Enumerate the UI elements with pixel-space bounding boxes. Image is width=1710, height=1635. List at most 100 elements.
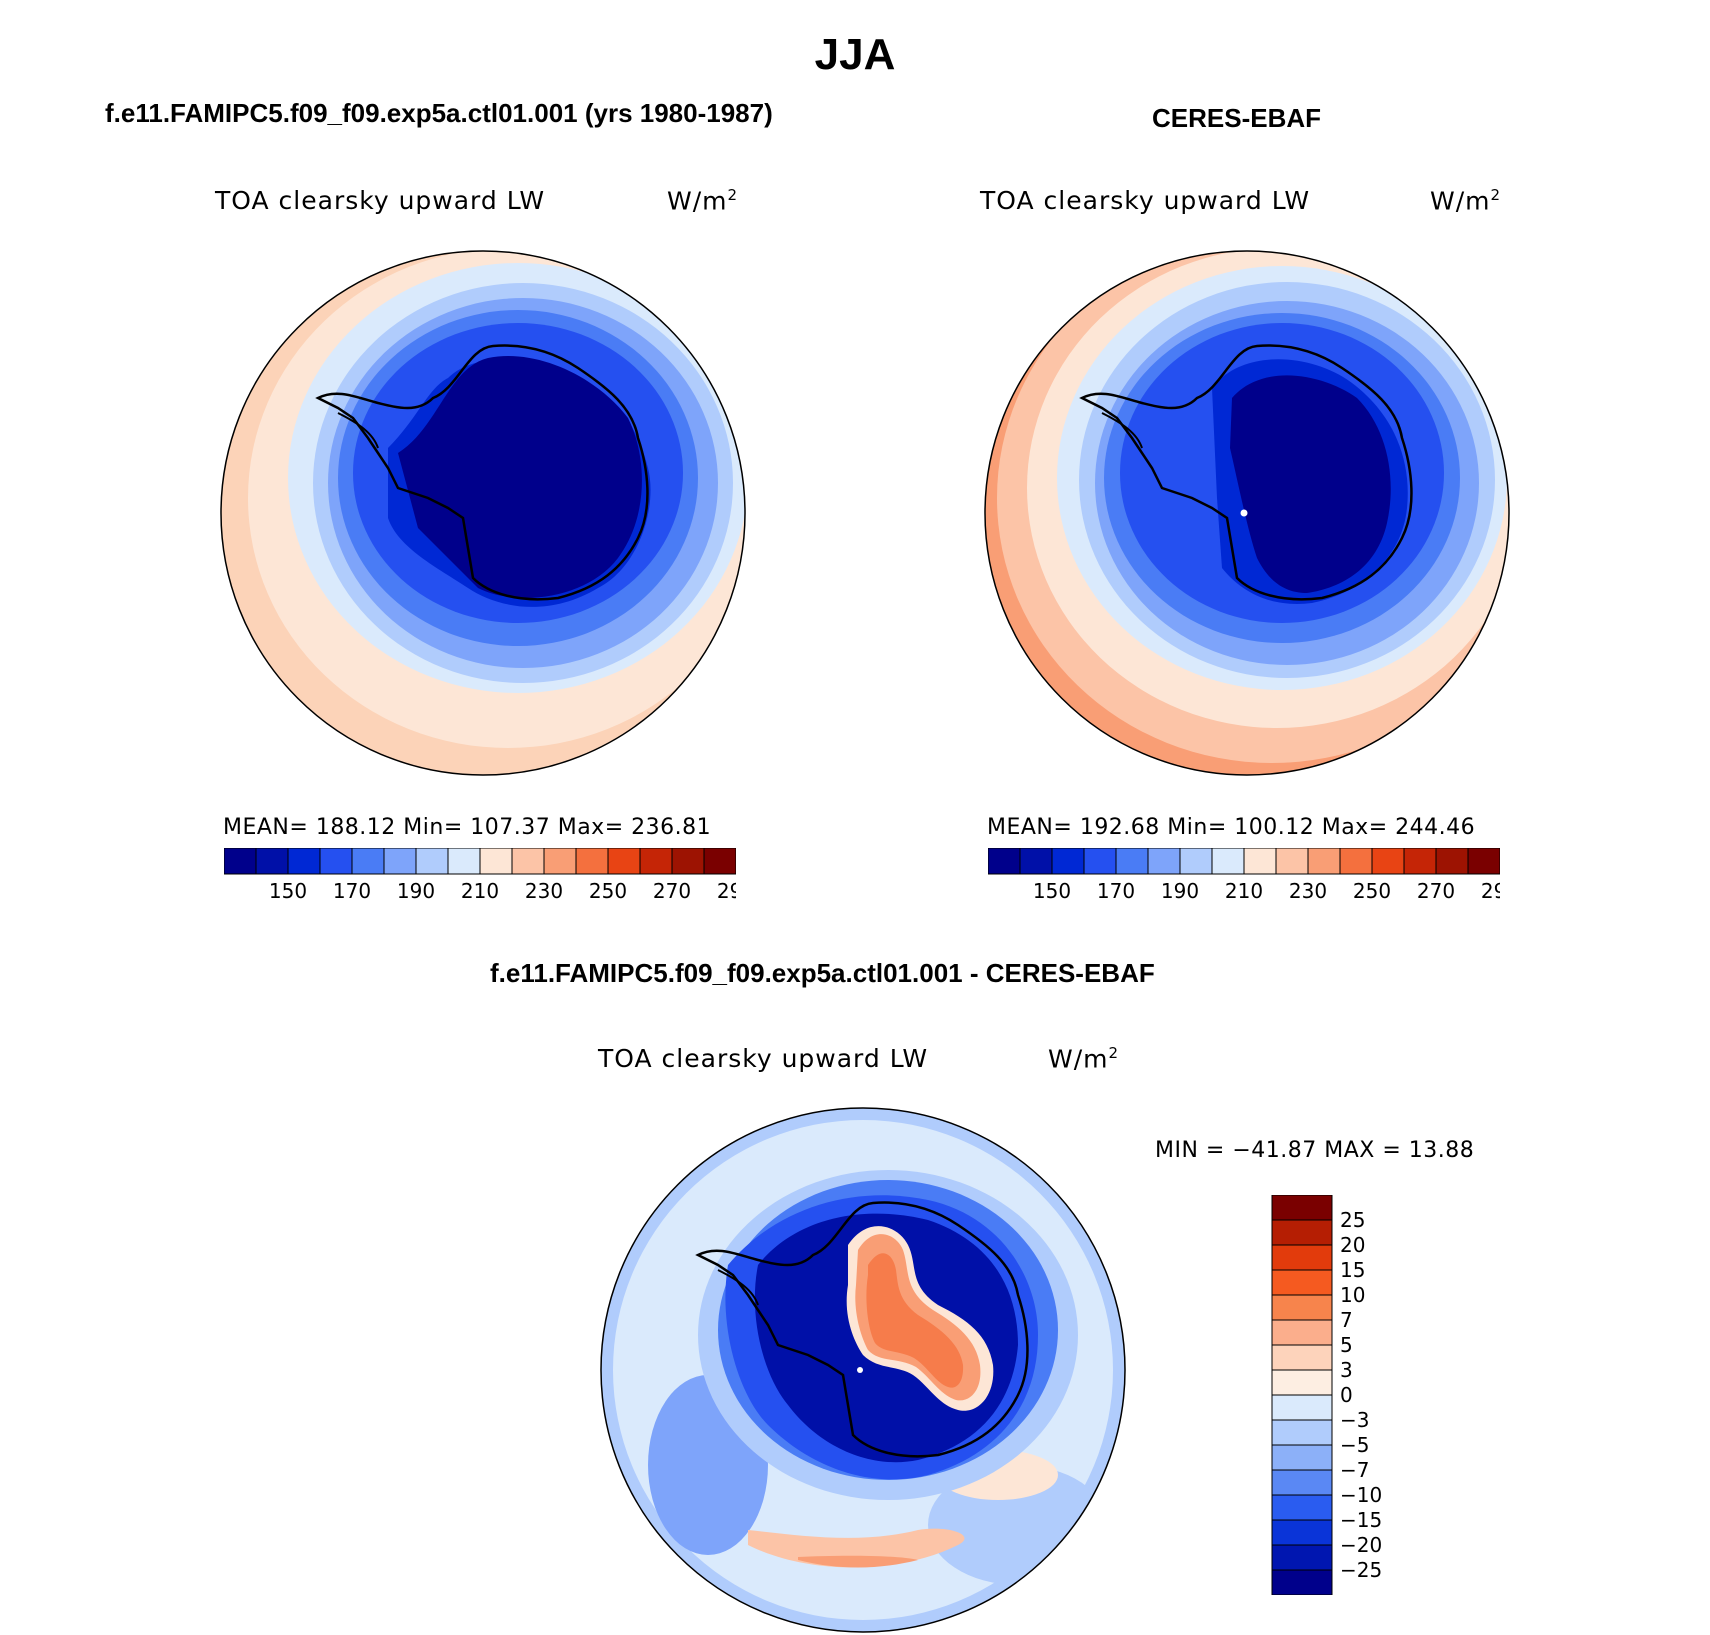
diff-colorbar-tick-label: −5 xyxy=(1340,1433,1369,1457)
diff-colorbar-tick-label: 25 xyxy=(1340,1208,1365,1232)
panel1-colorbar-swatch xyxy=(319,848,353,875)
panel2-colorbar-swatch xyxy=(1371,848,1405,875)
panel2-colorbar-tick-label: 250 xyxy=(1353,879,1391,903)
diff-colorbar-swatch xyxy=(1271,1244,1333,1271)
diff-colorbar-swatch xyxy=(1271,1494,1333,1521)
diff-variable: TOA clearsky upward LW xyxy=(598,1044,929,1073)
panel1-colorbar-swatch xyxy=(511,848,545,875)
panel2-case-title: CERES-EBAF xyxy=(1152,103,1322,133)
panel1-colorbar-swatch xyxy=(479,848,513,875)
diff-coastline xyxy=(695,1201,1029,1458)
diff-colorbar-tick-label: 5 xyxy=(1340,1333,1353,1357)
panel1-colorbar-swatch xyxy=(255,848,289,875)
panel1-stats: MEAN= 188.12 Min= 107.37 Max= 236.81 xyxy=(223,815,712,840)
panel1-colorbar: 150 170 190 210 230 250 270 290 xyxy=(224,848,736,903)
panel1-colorbar-tick-label: 290 xyxy=(717,879,736,903)
panel2-colorbar-tick-label: 270 xyxy=(1417,879,1455,903)
diff-colorbar-swatch xyxy=(1271,1219,1333,1246)
diff-colorbar-swatch xyxy=(1271,1195,1333,1221)
panel1-colorbar-tick-label: 210 xyxy=(461,879,499,903)
diff-colorbar-tick-label: −3 xyxy=(1340,1408,1369,1432)
diff-colorbar-swatch xyxy=(1271,1269,1333,1296)
panel2-colorbar-swatch xyxy=(1435,848,1469,875)
diff-colorbar-swatch xyxy=(1271,1344,1333,1371)
panel1-colorbar-swatch xyxy=(224,848,257,875)
panel1-colorbar-swatch xyxy=(639,848,673,875)
panel2-colorbar-swatch xyxy=(1115,848,1149,875)
diff-colorbar-swatch xyxy=(1271,1419,1333,1446)
panel1-colorbar-swatch xyxy=(351,848,385,875)
panel2-map xyxy=(984,250,1510,776)
diff-colorbar-tick-label: −15 xyxy=(1340,1508,1382,1532)
diff-colorbar-swatch xyxy=(1271,1469,1333,1496)
diff-stats: MIN = −41.87 MAX = 13.88 xyxy=(1155,1138,1475,1163)
panel2-colorbar-swatch xyxy=(1275,848,1309,875)
diff-colorbar-swatch xyxy=(1271,1519,1333,1546)
diff-colorbar-tick-label: −20 xyxy=(1340,1533,1382,1557)
panel2-colorbar-tick-label: 190 xyxy=(1161,879,1199,903)
panel2-colorbar-swatch xyxy=(1083,848,1117,875)
panel2-colorbar-swatch xyxy=(1147,848,1181,875)
panel1-colorbar-tick-label: 150 xyxy=(269,879,307,903)
panel1-colorbar-swatch xyxy=(447,848,481,875)
panel2-colorbar-tick-label: 230 xyxy=(1289,879,1327,903)
diff-colorbar-swatch xyxy=(1271,1394,1333,1421)
panel2-colorbar-swatch xyxy=(1051,848,1085,875)
panel1-colorbar-swatch xyxy=(575,848,609,875)
panel1-colorbar-swatch xyxy=(607,848,641,875)
panel2-colorbar-tick-label: 150 xyxy=(1033,879,1071,903)
diff-colorbar-tick-label: −10 xyxy=(1340,1483,1382,1507)
panel1-colorbar-tick-label: 230 xyxy=(525,879,563,903)
panel2-colorbar-swatch xyxy=(1019,848,1053,875)
panel1-colorbar-swatch xyxy=(287,848,321,875)
diff-colorbar-swatch xyxy=(1271,1319,1333,1346)
diff-colorbar-tick-label: −7 xyxy=(1340,1458,1369,1482)
panel2-coastline xyxy=(1079,344,1413,601)
panel2-variable: TOA clearsky upward LW xyxy=(980,186,1311,215)
panel2-stats: MEAN= 192.68 Min= 100.12 Max= 244.46 xyxy=(987,815,1476,840)
diff-units: W/m2 xyxy=(1048,1044,1120,1074)
panel1-units: W/m2 xyxy=(667,186,739,216)
diff-case-title: f.e11.FAMIPC5.f09_f09.exp5a.ctl01.001 - … xyxy=(490,958,1155,988)
panel1-colorbar-swatch xyxy=(383,848,417,875)
diff-colorbar-tick-label: 7 xyxy=(1340,1308,1353,1332)
panel2-colorbar: 150 170 190 210 230 250 270 290 xyxy=(988,848,1500,903)
panel1-coastline xyxy=(315,344,649,601)
diff-colorbar-tick-label: 0 xyxy=(1340,1383,1353,1407)
diff-colorbar-tick-label: 10 xyxy=(1340,1283,1365,1307)
panel1-variable: TOA clearsky upward LW xyxy=(215,186,546,215)
diff-colorbar-swatch xyxy=(1271,1544,1333,1571)
panel2-colorbar-tick-label: 290 xyxy=(1481,879,1500,903)
panel2-colorbar-tick-label: 170 xyxy=(1097,879,1135,903)
panel1-colorbar-swatch xyxy=(415,848,449,875)
panel2-colorbar-swatch xyxy=(1403,848,1437,875)
panel1-colorbar-tick-label: 170 xyxy=(333,879,371,903)
diff-colorbar-swatch xyxy=(1271,1569,1333,1595)
diff-colorbar-tick-label: 15 xyxy=(1340,1258,1365,1282)
diff-colorbar-swatch xyxy=(1271,1294,1333,1321)
panel1-colorbar-tick-label: 270 xyxy=(653,879,691,903)
panel1-colorbar-swatch xyxy=(703,848,736,875)
diff-colorbar-tick-label: 20 xyxy=(1340,1233,1365,1257)
diff-colorbar-tick-label: −25 xyxy=(1340,1558,1382,1582)
panel2-colorbar-swatch xyxy=(1211,848,1245,875)
diff-map xyxy=(600,1107,1126,1633)
diff-colorbar-swatch xyxy=(1271,1369,1333,1396)
panel2-colorbar-swatch xyxy=(1307,848,1341,875)
panel2-colorbar-tick-label: 210 xyxy=(1225,879,1263,903)
panel1-case-title: f.e11.FAMIPC5.f09_f09.exp5a.ctl01.001 (y… xyxy=(105,98,773,128)
panel2-colorbar-swatch xyxy=(1179,848,1213,875)
diff-colorbar-tick-label: 3 xyxy=(1340,1358,1353,1382)
diff-colorbar-swatch xyxy=(1271,1444,1333,1471)
panel2-colorbar-swatch xyxy=(988,848,1021,875)
panel2-colorbar-swatch xyxy=(1339,848,1373,875)
panel1-colorbar-swatch xyxy=(671,848,705,875)
panel2-colorbar-swatch xyxy=(1243,848,1277,875)
panel1-map xyxy=(220,250,746,776)
panel1-colorbar-swatch xyxy=(543,848,577,875)
panel2-colorbar-swatch xyxy=(1467,848,1500,875)
panel2-units: W/m2 xyxy=(1430,186,1502,216)
panel1-colorbar-tick-label: 250 xyxy=(589,879,627,903)
figure-title: JJA xyxy=(814,30,896,79)
